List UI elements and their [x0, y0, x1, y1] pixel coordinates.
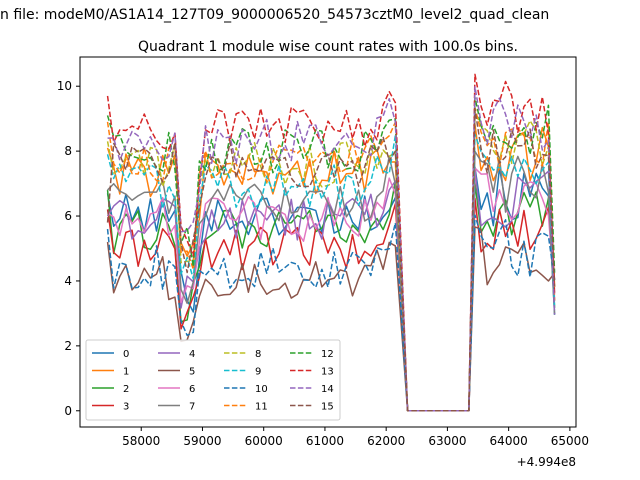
legend-label-6: 6 [189, 384, 195, 395]
series-line-11 [106, 106, 556, 412]
x-tick-label: 65000 [551, 434, 589, 448]
y-tick-label: 4 [64, 274, 72, 288]
series-line-6 [107, 167, 556, 412]
legend-label-10: 10 [255, 384, 268, 395]
figure-suptitle: n file: modeM0/AS1A14_127T09_9000006520_… [0, 7, 549, 23]
series-line-7 [107, 150, 556, 412]
y-tick-label: 2 [64, 339, 72, 353]
legend-label-11: 11 [255, 402, 268, 413]
y-tick-label: 8 [64, 144, 72, 158]
series-line-9 [106, 133, 556, 412]
x-tick-label: 63000 [428, 434, 466, 448]
x-tick-label: 58000 [122, 434, 160, 448]
plot-frame [79, 56, 577, 428]
legend-label-15: 15 [321, 402, 334, 413]
legend-label-12: 12 [321, 349, 334, 360]
legend-label-1: 1 [123, 367, 129, 378]
x-tick-label: 61000 [306, 434, 344, 448]
legend-label-3: 3 [123, 402, 129, 413]
series-line-3 [106, 197, 556, 412]
legend-label-14: 14 [321, 384, 334, 395]
x-tick-label: 59000 [183, 434, 221, 448]
y-tick-label: 6 [64, 209, 72, 223]
legend-box [85, 339, 341, 421]
legend-label-7: 7 [189, 402, 195, 413]
x-tick-label: 62000 [367, 434, 405, 448]
x-axis: 58000 59000 60000 61000 62000 63000 64000 65000 [122, 427, 589, 448]
series-line-10 [106, 214, 556, 412]
legend-label-4: 4 [189, 349, 195, 360]
legend-label-8: 8 [255, 349, 261, 360]
y-tick-label: 0 [64, 404, 72, 418]
legend-label-13: 13 [321, 367, 334, 378]
y-tick-label: 10 [57, 79, 72, 93]
series-line-14 [107, 86, 556, 412]
legend-label-9: 9 [255, 367, 261, 378]
series-line-15 [106, 108, 556, 412]
legend-label-0: 0 [123, 349, 129, 360]
legend-label-2: 2 [123, 384, 129, 395]
series-line-13 [106, 73, 556, 412]
chart-title: Quadrant 1 module wise count rates with … [138, 39, 518, 55]
x-offset-label: +4.994e8 [517, 455, 576, 469]
legend-label-5: 5 [189, 367, 195, 378]
y-axis: 0 2 4 6 8 10 [57, 79, 80, 418]
x-tick-label: 60000 [245, 434, 283, 448]
x-tick-label: 64000 [490, 434, 528, 448]
